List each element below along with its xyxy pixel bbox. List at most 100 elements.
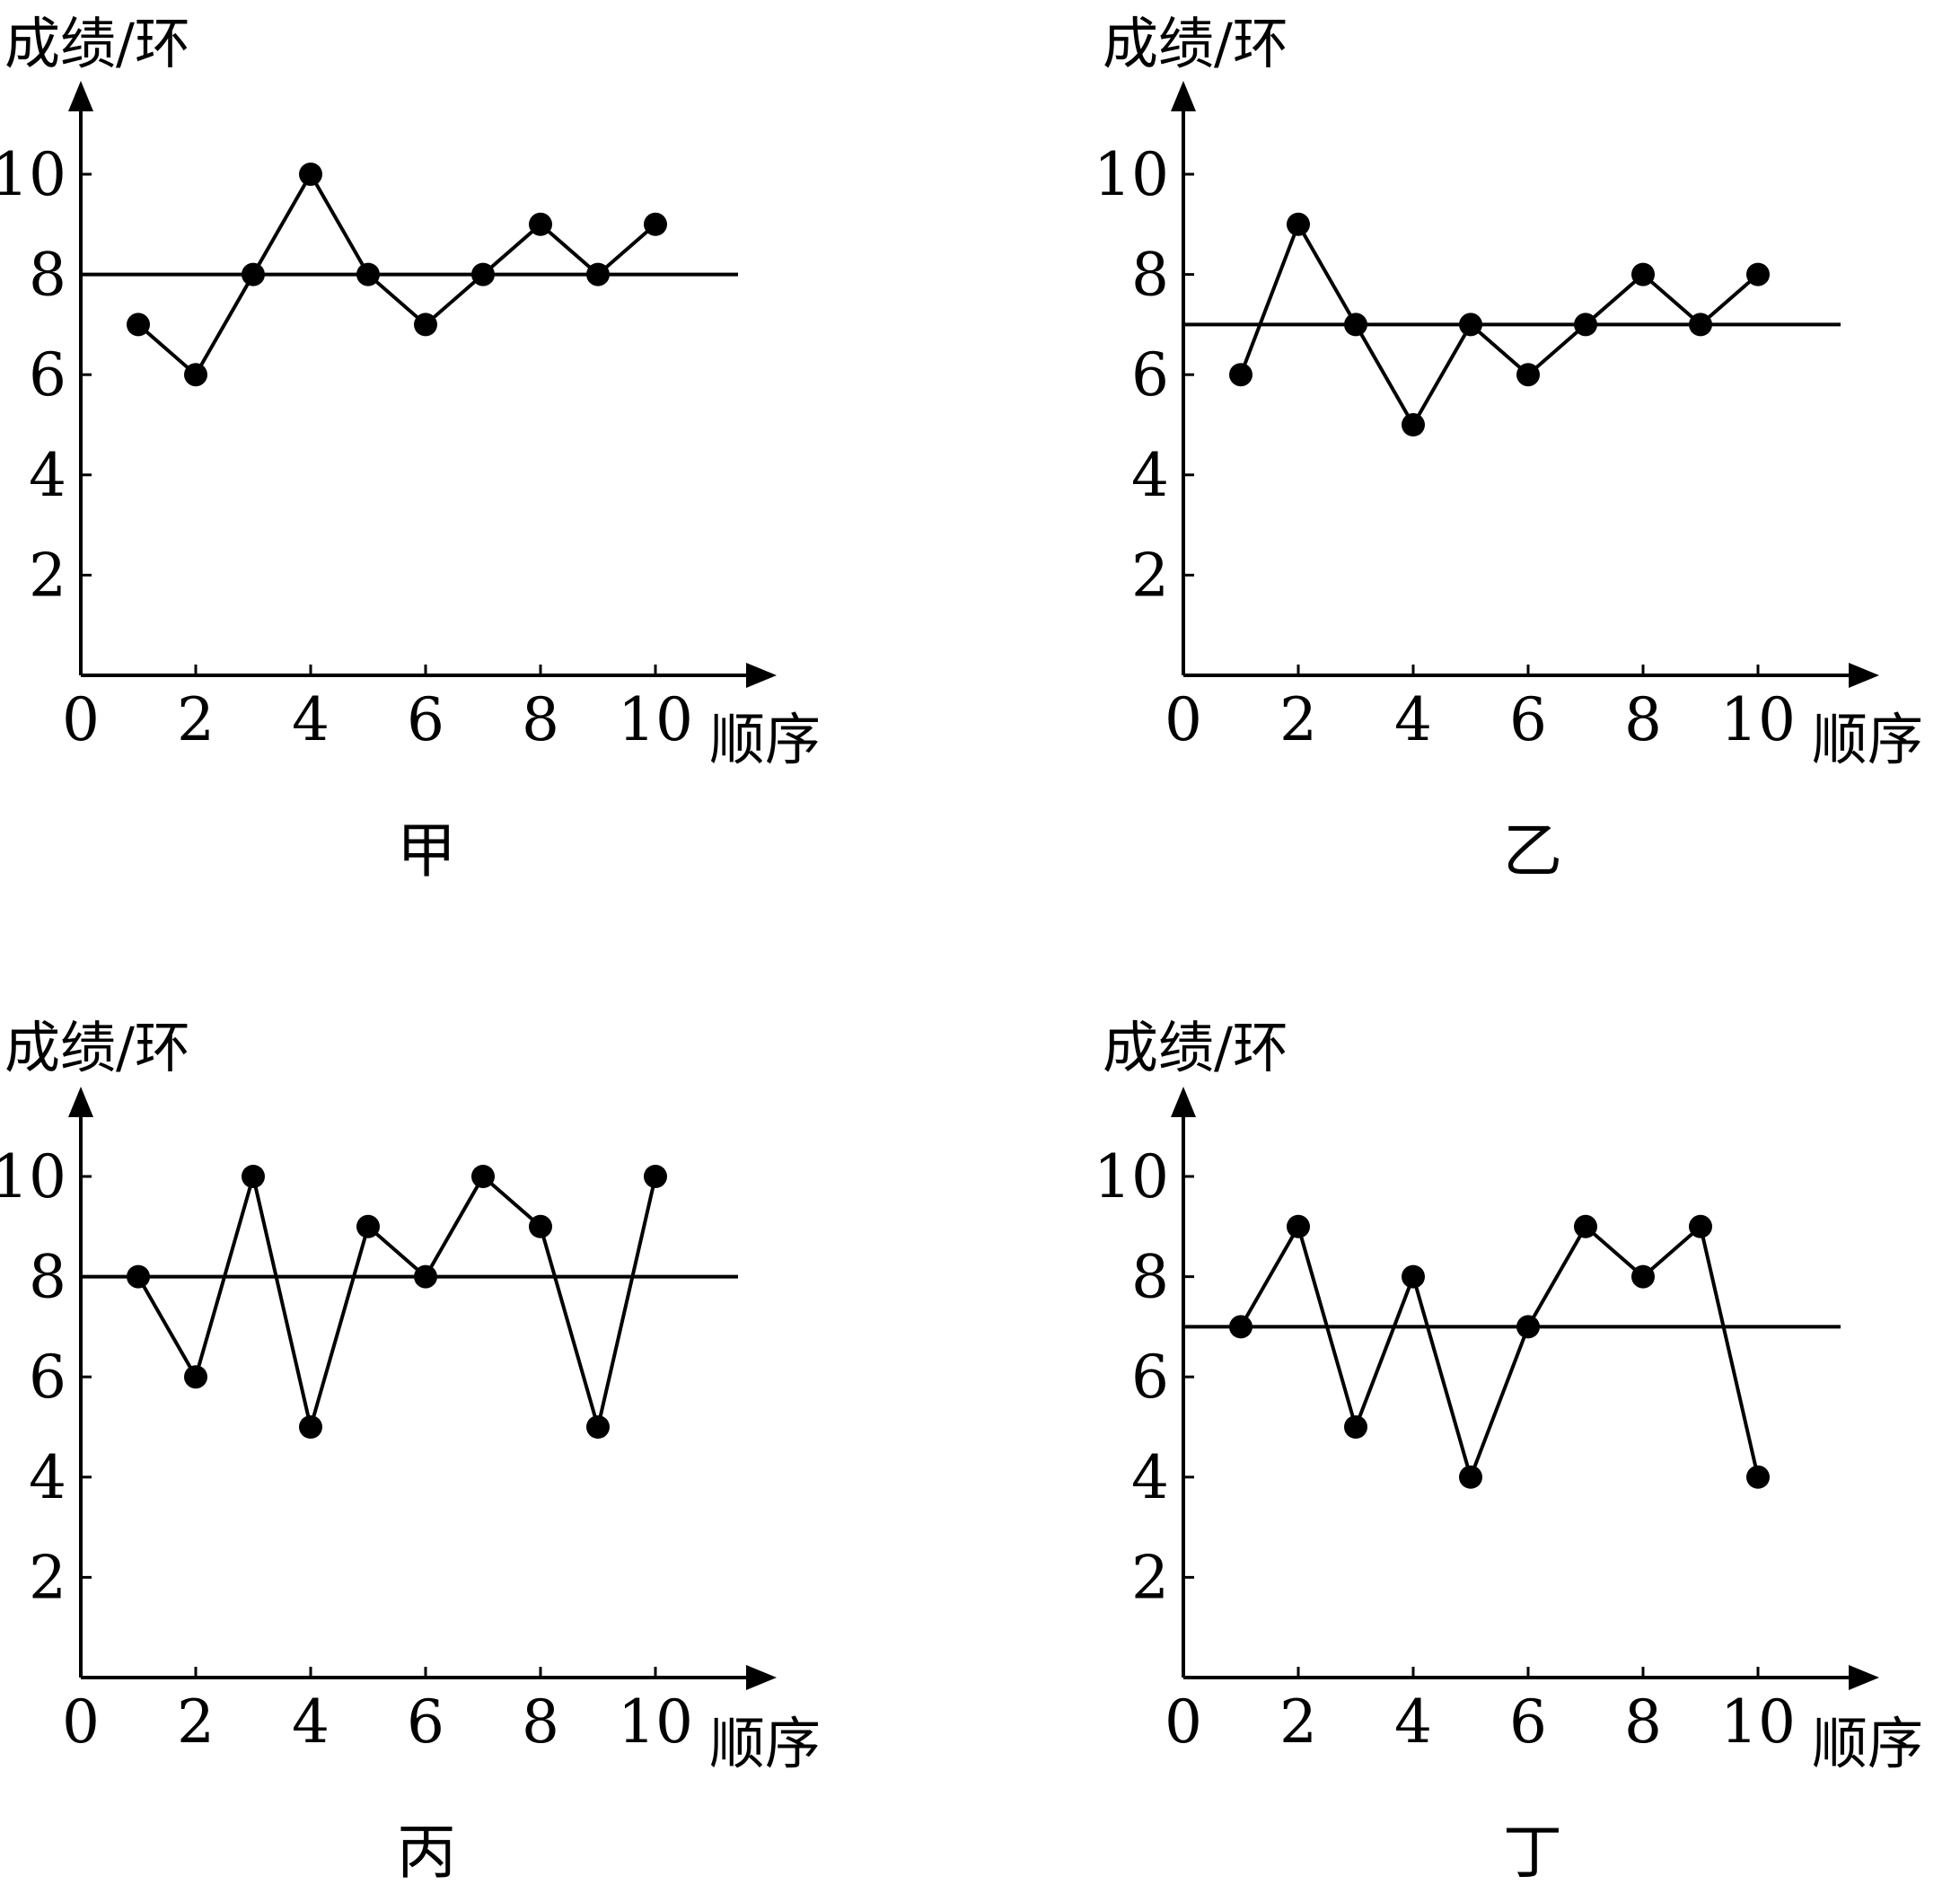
x-tick-label: 8 <box>1624 1687 1662 1757</box>
y-tick-label: 2 <box>1131 541 1169 610</box>
x-tick-label: 10 <box>1720 685 1796 754</box>
data-point <box>127 1264 150 1289</box>
data-point <box>1229 363 1252 387</box>
x-tick-label: 6 <box>407 1687 444 1757</box>
data-point <box>1402 1264 1425 1289</box>
x-tick-label: 2 <box>1279 1687 1317 1757</box>
data-point <box>356 1214 380 1238</box>
y-tick-label: 8 <box>29 241 66 310</box>
x-axis-arrow <box>1849 1665 1879 1690</box>
y-tick-label: 4 <box>29 1443 66 1512</box>
x-tick-label: 0 <box>1165 685 1202 754</box>
x-tick-label: 6 <box>1509 1687 1547 1757</box>
x-tick-label: 2 <box>177 1687 215 1757</box>
data-point <box>1574 1214 1597 1238</box>
data-point <box>1344 313 1367 337</box>
data-point <box>1746 1465 1770 1489</box>
data-point <box>644 1165 667 1188</box>
x-tick-label: 4 <box>1394 1687 1432 1757</box>
y-axis-arrow <box>68 1087 93 1117</box>
series-line <box>1239 1221 1760 1484</box>
data-point <box>1516 363 1540 387</box>
y-tick-label: 6 <box>29 1343 66 1412</box>
x-tick-label: 8 <box>522 685 559 754</box>
x-axis-arrow <box>1849 663 1879 688</box>
y-tick-label: 4 <box>1131 1443 1169 1512</box>
y-tick-label: 6 <box>1131 1343 1169 1412</box>
y-axis-label: 成绩/环 <box>4 1015 190 1080</box>
data-point <box>644 212 667 236</box>
data-point <box>586 262 610 286</box>
x-axis-arrow <box>746 663 777 688</box>
y-tick-label: 8 <box>1131 241 1169 310</box>
x-tick-label: 4 <box>1394 685 1432 754</box>
y-axis-label: 成绩/环 <box>1103 11 1288 76</box>
series-line <box>136 1173 657 1428</box>
y-tick-label: 10 <box>0 1142 66 1211</box>
x-tick-label: 0 <box>1165 1687 1202 1757</box>
data-point <box>1689 313 1712 337</box>
y-tick-label: 2 <box>1131 1543 1169 1612</box>
y-tick-label: 6 <box>29 340 66 410</box>
data-point <box>414 313 437 337</box>
series-line <box>136 170 657 378</box>
x-tick-label: 0 <box>62 685 100 754</box>
data-point <box>1344 1415 1367 1439</box>
panel-title: 丁 <box>1503 1818 1562 1885</box>
data-point <box>299 163 322 186</box>
data-point <box>127 313 150 337</box>
data-point <box>471 262 495 286</box>
x-tick-label: 0 <box>62 1687 100 1757</box>
y-axis-label: 成绩/环 <box>4 11 190 76</box>
y-axis-arrow <box>1171 81 1196 111</box>
panel-title: 乙 <box>1503 816 1562 885</box>
x-tick-label: 4 <box>292 685 330 754</box>
x-tick-label: 6 <box>1509 685 1547 754</box>
data-point <box>1287 212 1310 236</box>
data-point <box>184 363 207 387</box>
panel-title: 丙 <box>397 1818 456 1885</box>
y-tick-label: 4 <box>1131 441 1169 510</box>
x-tick-label: 2 <box>177 685 215 754</box>
data-point <box>1459 313 1482 337</box>
data-point <box>1689 1214 1712 1238</box>
x-tick-label: 6 <box>407 685 444 754</box>
x-axis-label: 顺序 <box>709 707 821 772</box>
data-point <box>529 212 552 236</box>
series-line <box>1239 220 1760 429</box>
data-point <box>1574 313 1597 337</box>
y-axis-label: 成绩/环 <box>1103 1015 1288 1080</box>
data-point <box>184 1365 207 1389</box>
y-tick-label: 10 <box>1094 1142 1169 1211</box>
x-tick-label: 2 <box>1279 685 1317 754</box>
y-tick-label: 6 <box>1131 340 1169 410</box>
x-axis-label: 顺序 <box>1812 1711 1923 1776</box>
x-tick-label: 10 <box>618 685 693 754</box>
data-point <box>414 1264 437 1289</box>
x-tick-label: 10 <box>1720 1687 1796 1757</box>
x-axis-arrow <box>746 1665 777 1690</box>
y-tick-label: 8 <box>29 1243 66 1312</box>
y-tick-label: 2 <box>29 541 66 610</box>
data-point <box>356 262 380 286</box>
data-point <box>242 1165 265 1188</box>
x-tick-label: 4 <box>292 1687 330 1757</box>
data-point <box>471 1165 495 1188</box>
x-axis-label: 顺序 <box>1812 707 1923 772</box>
y-axis-arrow <box>1171 1087 1196 1117</box>
y-tick-label: 2 <box>29 1543 66 1612</box>
data-point <box>529 1214 552 1238</box>
panel-title: 甲 <box>397 816 456 885</box>
y-tick-label: 4 <box>29 441 66 510</box>
data-point <box>586 1415 610 1439</box>
data-point <box>1631 1264 1655 1289</box>
data-point <box>1459 1465 1482 1489</box>
data-point <box>1631 262 1655 286</box>
x-axis-label: 顺序 <box>709 1711 821 1776</box>
data-point <box>1516 1315 1540 1339</box>
y-axis-arrow <box>68 81 93 111</box>
data-point <box>1746 262 1770 286</box>
